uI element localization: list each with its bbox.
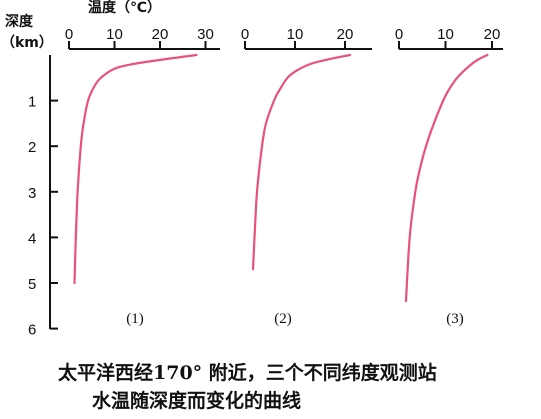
y-axis-label: 深度 <box>5 13 34 30</box>
y-tick-label: 1 <box>28 94 36 111</box>
panel-2: 0 10 20 (2) <box>241 26 372 327</box>
y-tick-label: 5 <box>28 276 36 293</box>
y-tick-label: 4 <box>28 230 36 247</box>
caption-line-1: 太平洋西经170° 附近，三个不同纬度观测站 <box>58 362 437 384</box>
x-tick-label: 30 <box>197 26 214 43</box>
y-tick-label: 6 <box>28 322 36 339</box>
x-tick-label: 20 <box>152 26 169 43</box>
caption-line-2: 水温随深度而变化的曲线 <box>92 390 302 412</box>
y-axis-unit: （km） <box>1 35 53 51</box>
series-line-2 <box>251 53 352 271</box>
x-tick-label: 10 <box>437 26 454 43</box>
y-tick-label: 3 <box>28 185 36 202</box>
series-line-3 <box>404 53 489 303</box>
x-tick-label: 20 <box>484 26 501 43</box>
panel-label: (3) <box>446 311 464 327</box>
x-axis-label: 温度（℃） <box>88 0 161 16</box>
x-tick-label: 0 <box>241 26 249 43</box>
x-tick-label: 0 <box>65 26 73 43</box>
x-tick-label: 20 <box>337 26 354 43</box>
panel-3: 0 10 20 (3) <box>395 26 503 327</box>
series-line-1 <box>73 53 198 285</box>
panels: 0 10 20 30 (1) 0 10 20 (2) 0 10 20 (3) <box>65 26 503 327</box>
x-tick-label: 10 <box>287 26 304 43</box>
y-tick-label: 2 <box>28 139 36 156</box>
x-tick-label: 10 <box>106 26 123 43</box>
x-tick-label: 0 <box>395 26 403 43</box>
y-axis-ticks: 1 2 3 4 5 6 <box>28 94 58 339</box>
panel-1: 0 10 20 30 (1) <box>65 26 220 327</box>
panel-label: (1) <box>126 311 144 327</box>
panel-label: (2) <box>274 311 292 327</box>
